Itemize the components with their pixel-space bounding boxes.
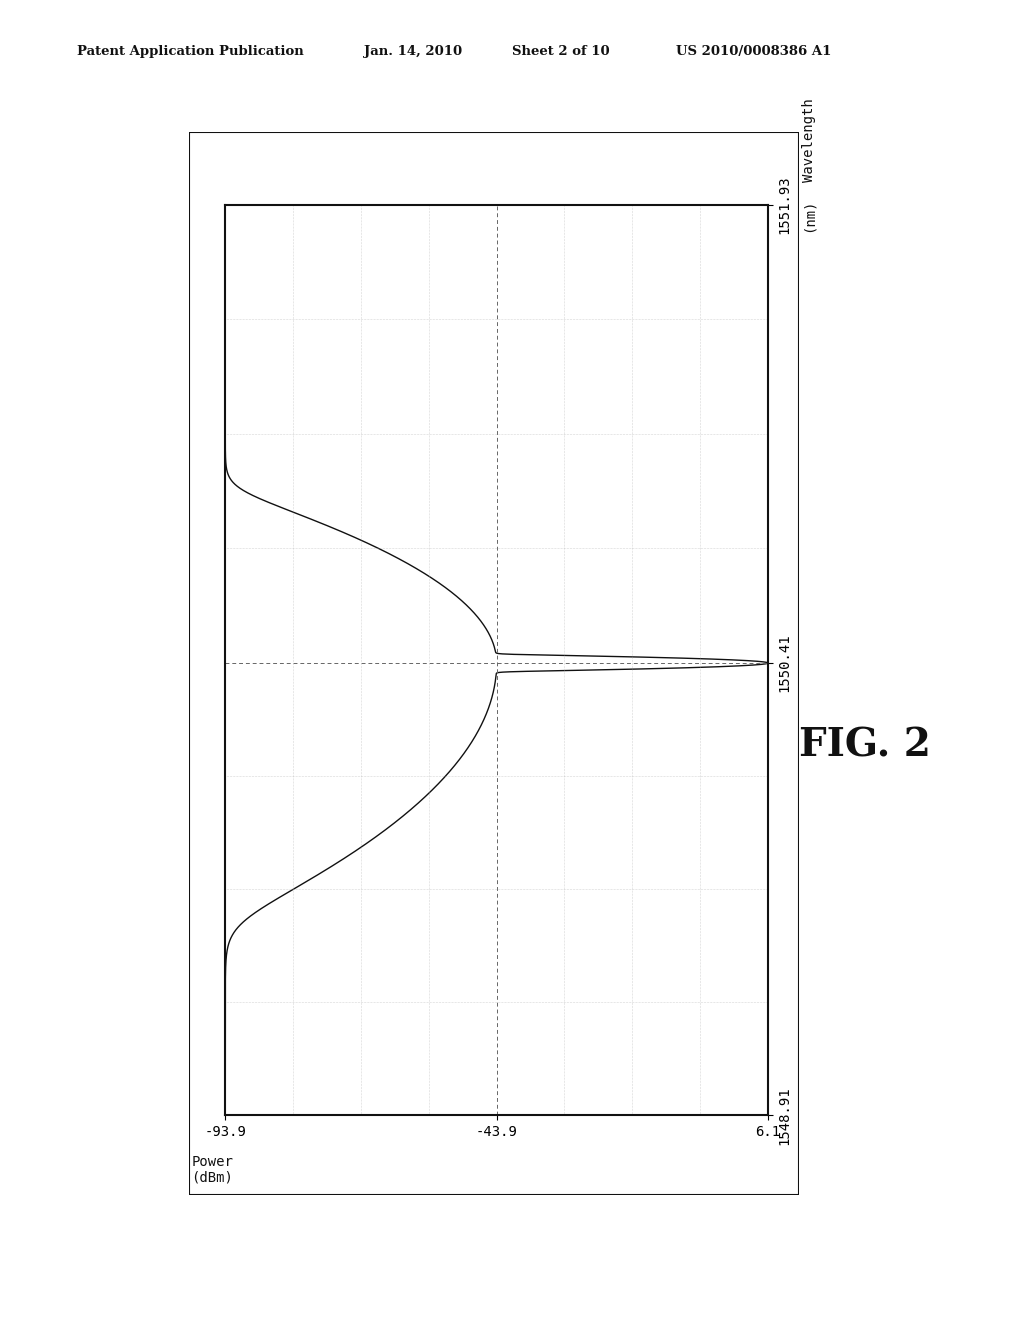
Text: FIG. 2: FIG. 2 xyxy=(800,727,931,764)
Text: Wavelength: Wavelength xyxy=(802,99,816,182)
Text: (nm): (nm) xyxy=(802,198,816,231)
Text: Patent Application Publication: Patent Application Publication xyxy=(77,45,303,58)
Text: Jan. 14, 2010: Jan. 14, 2010 xyxy=(364,45,462,58)
Text: (dBm): (dBm) xyxy=(191,1171,233,1184)
Text: US 2010/0008386 A1: US 2010/0008386 A1 xyxy=(676,45,831,58)
Text: Sheet 2 of 10: Sheet 2 of 10 xyxy=(512,45,609,58)
Text: Power: Power xyxy=(191,1155,233,1168)
